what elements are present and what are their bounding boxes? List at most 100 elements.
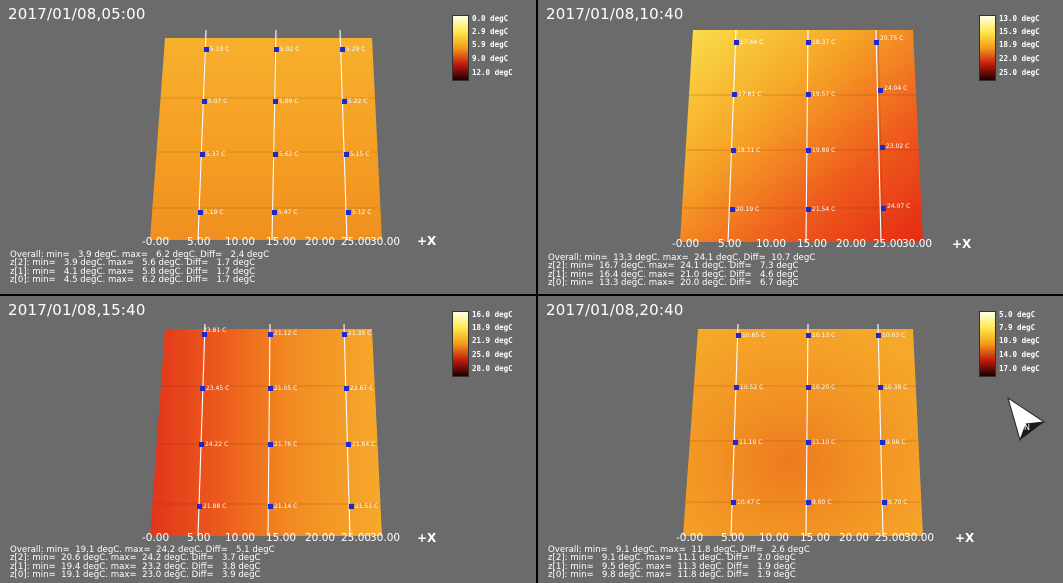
legend-label: 16.0 degC [472, 310, 513, 319]
x-tick: 10.00 [225, 236, 256, 248]
heatmap-surface-1: 5.13 C 5.02 C 5.29 C 5.07 C 5.09 C 5.22 … [150, 29, 382, 241]
legend-colorbar [979, 15, 996, 81]
stats-line: z[2]: min= 20.6 degC. max= 24.2 degC. Di… [10, 553, 261, 564]
sensor-label: 5.07 C [208, 98, 227, 105]
sensor-label: 5.37 C [206, 151, 225, 158]
panel-3: 23.81 C 21.12 C 21.35 C 23.45 C 21.05 C … [0, 296, 536, 583]
x-axis-ticks: -0.00 5.00 10.00 15.00 20.00 25.00 30.00 [142, 532, 412, 544]
legend-label: 10.9 degC [999, 336, 1040, 345]
sensor-label: 21.88 C [203, 503, 226, 510]
sensor-label: 19.89 C [812, 147, 835, 154]
stats-line: z[1]: min= 4.1 degC. max= 5.8 degC. Diff… [10, 266, 256, 277]
sensor-label: 11.10 C [812, 439, 835, 446]
sensor-labels-1: 5.13 C 5.02 C 5.29 C 5.07 C 5.09 C 5.22 … [204, 46, 371, 216]
x-tick: 5.00 [187, 532, 211, 544]
compass-label: N [1024, 423, 1030, 432]
sensor-label: 10.47 C [737, 499, 760, 506]
sensor-label: 21.12 C [274, 330, 297, 337]
x-tick: 10.00 [759, 532, 790, 544]
legend-label: 17.0 degC [999, 364, 1040, 373]
sensor-labels-2: 17.44 C 18.37 C 20.75 C 17.81 C 19.57 C … [736, 35, 910, 213]
stats-line: z[2]: min= 16.7 degC. max= 24.1 degC. Di… [548, 261, 799, 272]
panel-1: 5.13 C 5.02 C 5.29 C 5.07 C 5.09 C 5.22 … [0, 0, 536, 294]
stats-line: z[1]: min= 19.4 degC. max= 23.2 degC. Di… [10, 561, 261, 572]
sensor-label: 24.07 C [887, 203, 910, 210]
sensor-label: 10.38 C [884, 384, 907, 391]
stats-line: z[2]: min= 3.9 degC. max= 5.6 degC. Diff… [10, 258, 256, 269]
sensor-points-2 [730, 40, 886, 212]
sensor-label: 5.47 C [278, 209, 297, 216]
legend-label: 5.0 degC [999, 310, 1036, 319]
x-tick: 20.00 [305, 532, 336, 544]
x-tick: 5.00 [718, 238, 742, 250]
x-tick: -0.00 [676, 532, 704, 544]
x-direction-label: +X [417, 531, 437, 545]
panel-timestamp: 2017/01/08,10:40 [546, 5, 684, 23]
legend-label: 22.0 degC [999, 54, 1040, 63]
panel-2: 17.44 C 18.37 C 20.75 C 17.81 C 19.57 C … [538, 0, 1063, 294]
sensor-label: 21.05 C [274, 385, 297, 392]
stats-line: z[1]: min= 9.5 degC. max= 11.3 degC. Dif… [548, 561, 796, 572]
x-tick: 10.00 [225, 532, 256, 544]
x-tick: 20.00 [305, 236, 336, 248]
sensor-points-1 [198, 47, 351, 215]
sensor-label: 20.75 C [880, 35, 903, 42]
stats-block: Overall: min= 13.3 degC. max= 24.1 degC.… [548, 253, 816, 288]
sensor-label: 5.13 C [210, 46, 229, 53]
stats-line: z[1]: min= 16.4 degC. max= 21.0 degC. Di… [548, 269, 799, 280]
x-tick: 15.00 [266, 532, 297, 544]
sensor-label: 21.76 C [274, 441, 297, 448]
stats-line: z[0]: min= 4.5 degC. max= 6.2 degC. Diff… [10, 274, 256, 285]
sensor-label: 5.19 C [204, 209, 223, 216]
legend-label: 28.0 degC [472, 364, 513, 373]
legend-label: 15.9 degC [999, 27, 1040, 36]
x-tick: 25.00 [341, 236, 372, 248]
stats-block: Overall: min= 19.1 degC. max= 24.2 degC.… [10, 546, 275, 580]
panel-timestamp: 2017/01/08,15:40 [8, 301, 146, 319]
legend-label: 0.0 degC [472, 14, 509, 23]
legend-label: 2.9 degC [472, 27, 509, 36]
x-tick: -0.00 [142, 236, 170, 248]
stats-line: Overall: min= 13.3 degC. max= 24.1 degC.… [548, 253, 816, 263]
stats-line: Overall: min= 3.9 degC. max= 6.2 degC. D… [10, 250, 270, 260]
x-tick: 15.00 [266, 236, 297, 248]
sensor-label: 23.02 C [886, 143, 909, 150]
sensor-labels-4: 10.65 C 10.13 C 10.03 C 10.52 C 10.20 C … [737, 332, 907, 506]
sensor-label: 23.81 C [203, 327, 226, 334]
sensor-label: 24.04 C [884, 85, 907, 92]
heatmap-surface-2: 17.44 C 18.37 C 20.75 C 17.81 C 19.57 C … [680, 29, 923, 243]
stats-line: Overall: min= 9.1 degC. max= 11.8 degC. … [548, 545, 810, 555]
sensor-label: 10.13 C [812, 332, 835, 339]
legend-colorbar [979, 311, 996, 377]
x-tick: 30.00 [370, 236, 401, 248]
sensor-label: 21.51 C [355, 503, 378, 510]
sensor-label: 5.29 C [346, 46, 365, 53]
legend-label: 12.0 degC [472, 68, 513, 77]
sensor-label: 21.14 C [274, 503, 297, 510]
sensor-label: 10.03 C [882, 332, 905, 339]
x-tick: 30.00 [902, 238, 933, 250]
x-tick: 25.00 [875, 532, 906, 544]
sensor-labels-3: 23.81 C 21.12 C 21.35 C 23.45 C 21.05 C … [203, 327, 378, 510]
x-tick: 10.00 [756, 238, 787, 250]
x-direction-label: +X [955, 531, 975, 545]
panel-timestamp: 2017/01/08,05:00 [8, 5, 146, 23]
legend-colorbar [452, 311, 469, 377]
legend-label: 7.9 degC [999, 323, 1036, 332]
legend-label: 25.0 degC [472, 350, 513, 359]
sensor-label: 5.62 C [279, 151, 298, 158]
legend-label: 18.9 degC [472, 323, 513, 332]
panel-4: 10.65 C 10.13 C 10.03 C 10.52 C 10.20 C … [538, 296, 1063, 583]
sensor-label: 9.60 C [812, 499, 831, 506]
legend-label: 9.0 degC [472, 54, 509, 63]
sensor-label: 5.09 C [279, 98, 298, 105]
stats-line: z[0]: min= 19.1 degC. max= 23.0 degC. Di… [10, 569, 261, 580]
x-tick: 15.00 [797, 238, 828, 250]
north-arrow-icon: N [1007, 396, 1046, 442]
legend-label: 5.9 degC [472, 40, 509, 49]
x-tick: 20.00 [836, 238, 867, 250]
legend-label: 21.9 degC [472, 336, 513, 345]
sensor-label: 9.98 C [886, 439, 905, 446]
sensor-label: 23.45 C [206, 385, 229, 392]
stats-block: Overall: min= 3.9 degC. max= 6.2 degC. D… [10, 250, 270, 285]
